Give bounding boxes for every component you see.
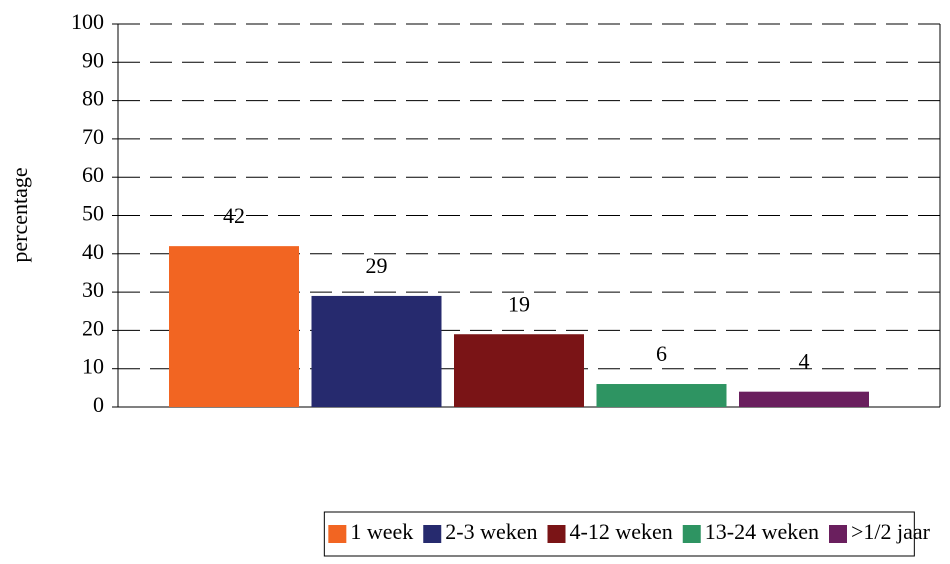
legend-label: 2-3 weken	[445, 519, 537, 544]
legend-swatch	[328, 525, 347, 543]
y-tick-label: 0	[93, 392, 104, 417]
bar	[739, 391, 869, 407]
legend-label: 1 week	[350, 519, 413, 544]
y-tick-label: 40	[82, 239, 104, 264]
y-tick-label: 100	[71, 9, 104, 34]
legend-swatch	[829, 525, 847, 543]
legend-swatch	[547, 525, 566, 543]
bar	[169, 246, 299, 407]
value-label: 19	[508, 291, 530, 316]
legend-label: >1/2 jaar	[851, 519, 931, 544]
legend-box	[323, 511, 915, 557]
y-tick-label: 10	[82, 354, 104, 379]
bar	[311, 295, 442, 407]
legend-label: 13-24 weken	[705, 519, 819, 544]
y-tick-label: 50	[82, 201, 104, 226]
legend-swatch	[423, 525, 442, 543]
y-tick-label: 60	[82, 162, 104, 187]
y-tick-label: 30	[82, 277, 104, 302]
legend-label: 4-12 weken	[570, 519, 673, 544]
value-label: 6	[656, 341, 667, 366]
value-label: 4	[799, 349, 810, 374]
value-label: 29	[366, 253, 388, 278]
y-tick-label: 90	[82, 47, 104, 72]
y-tick-label: 80	[82, 86, 104, 111]
bar	[454, 334, 584, 407]
legend: 1 week 2-3 weken 4-12 weken 13-24 weken >1/2…	[323, 511, 931, 557]
y-tick-label: 70	[82, 124, 104, 149]
y-tick-label: 20	[82, 315, 104, 340]
value-label: 42	[223, 203, 245, 228]
bar	[596, 384, 727, 407]
legend-swatch	[682, 525, 701, 543]
y-axis-label: percentage	[7, 167, 32, 262]
